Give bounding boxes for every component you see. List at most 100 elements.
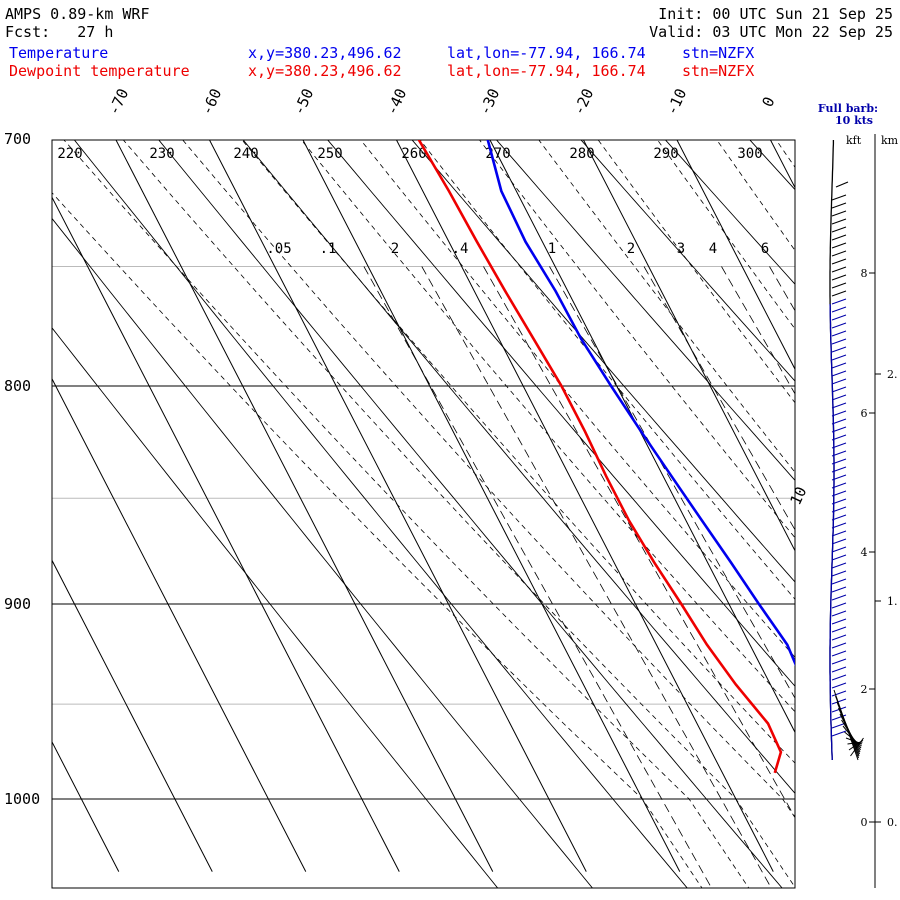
wind-barb [831, 234, 847, 241]
wind-barb [831, 474, 847, 481]
dry-adiabat [495, 140, 795, 482]
isotherm [52, 377, 307, 872]
moist-adiabat [182, 140, 795, 819]
wind-barb [831, 378, 847, 385]
dewpoint-legend-stn: stn=NZFX [682, 62, 755, 80]
dry-adiabat [664, 140, 795, 285]
mixing-ratio-line [363, 266, 713, 888]
isotherm [863, 139, 900, 872]
isotherm [52, 196, 400, 872]
mixing-ratio-label: 2 [391, 241, 399, 257]
pressure-label: 900 [4, 595, 31, 613]
wind-barb [831, 490, 847, 497]
dewpoint-temperature-profile [417, 140, 783, 774]
moist-adiabat [63, 140, 750, 888]
isotherm [52, 740, 120, 872]
wind-barb [831, 394, 847, 401]
wind-barb [835, 181, 849, 188]
wind-barb [831, 258, 847, 265]
wind-barb [831, 402, 847, 409]
wind-barb [831, 666, 847, 673]
wind-barb [831, 594, 847, 601]
dry-adiabat [708, 2, 900, 890]
wind-barb [831, 282, 847, 289]
kft-tick-label: 2 [861, 683, 868, 696]
wind-barb [831, 634, 847, 641]
barb-note: 10 kts [835, 114, 873, 127]
dry-adiabat [580, 140, 795, 382]
kft-tick-label: 8 [861, 267, 868, 280]
moist-adiabat [419, 140, 795, 600]
kft-tick-label: 6 [861, 407, 868, 420]
temperature-label: -40 [383, 86, 411, 118]
wind-barb [831, 274, 847, 281]
model-title: AMPS 0.89-km WRF [5, 5, 150, 23]
wind-barb [831, 330, 847, 337]
km-label: km [881, 134, 899, 147]
isotherm [115, 140, 494, 872]
mixing-ratio-line [549, 266, 795, 699]
wind-barb [831, 298, 847, 305]
barb-note: Full barb: [818, 102, 878, 115]
wind-barb [831, 434, 847, 441]
wind-barb [831, 242, 847, 249]
temperature-label: -60 [198, 86, 226, 118]
wind-barb [850, 737, 864, 757]
wind-barb [831, 658, 847, 665]
wind-barb [831, 266, 847, 273]
temperature-label: -50 [290, 86, 318, 118]
mixing-ratio-label: 1 [548, 241, 556, 257]
dry-adiabat [411, 140, 795, 583]
moist-adiabat [744, 2, 900, 890]
temperature-profile [486, 140, 795, 667]
dewpoint-legend-name: Dewpoint temperature [9, 62, 190, 80]
moist-adiabat [360, 140, 795, 658]
mixing-ratio-line [643, 266, 795, 531]
wind-barb [831, 354, 847, 361]
wind-barb [831, 442, 847, 449]
temperature-label: -10 [663, 86, 691, 118]
temperature-legend-stn: stn=NZFX [682, 44, 755, 62]
wind-barb [831, 674, 847, 681]
theta-label: 260 [401, 146, 426, 162]
theta-label: 240 [233, 146, 258, 162]
wind-barb [831, 562, 847, 569]
dewpoint-legend-xy: x,y=380.23,496.62 [248, 62, 402, 80]
mixing-ratio-label: .1 [320, 241, 337, 257]
forecast-hour: Fcst: 27 h [5, 23, 114, 41]
wind-barb [831, 482, 847, 489]
isotherm [395, 140, 774, 872]
dry-adiabat [749, 140, 795, 191]
isotherm [489, 140, 795, 734]
dry-adiabat [52, 217, 594, 888]
pressure-label: 700 [4, 130, 31, 148]
wind-barb [831, 514, 847, 521]
wind-barb [831, 730, 847, 737]
dry-adiabat [52, 327, 499, 888]
moist-adiabat [300, 140, 795, 713]
theta-label: 250 [317, 146, 342, 162]
isotherm [582, 140, 795, 552]
wind-barb [831, 578, 847, 585]
wind-barb [831, 554, 847, 561]
mixing-ratio-line [769, 266, 795, 312]
wind-barb [831, 210, 847, 217]
mixing-ratio-label: 6 [761, 241, 769, 257]
wind-barb [831, 506, 847, 513]
moist-adiabat [241, 140, 795, 764]
wind-barb [831, 250, 847, 257]
dry-adiabat [242, 140, 795, 794]
mixing-ratio-label: .05 [266, 241, 291, 257]
wind-barb [831, 290, 847, 297]
isotherm [302, 140, 681, 872]
theta-label: 230 [149, 146, 174, 162]
wind-barb [831, 202, 847, 209]
wind-barb [831, 410, 847, 417]
mixing-ratio-line [894, 267, 900, 890]
wind-barb [831, 418, 847, 425]
isotherm [676, 140, 795, 371]
wind-barb [831, 370, 847, 377]
mixing-ratio-label: 2 [627, 241, 635, 257]
